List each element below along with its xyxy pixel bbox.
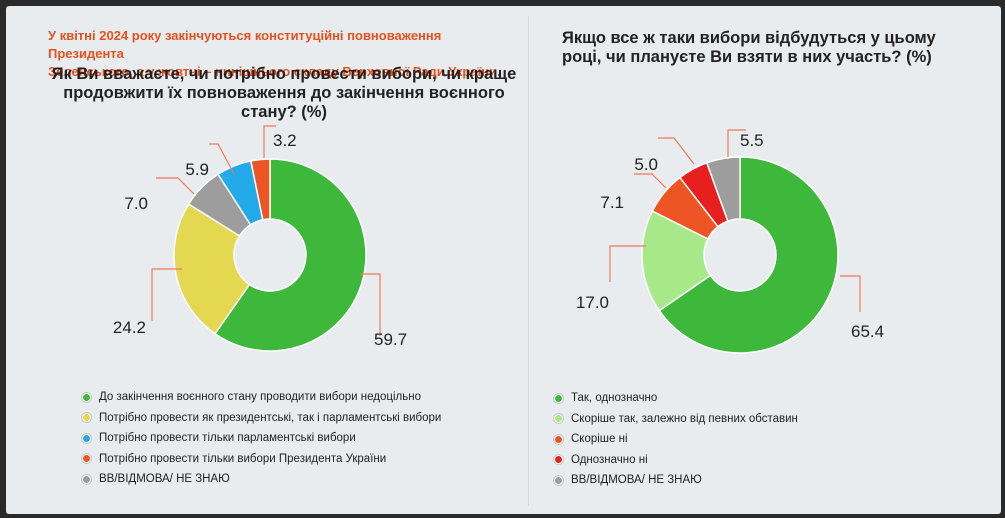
leader-line [840,275,861,312]
legend-label: Скоріше так, залежно від певних обставин [571,412,798,425]
legend-item: Так, однозначно [554,388,994,409]
panel-divider [528,16,529,506]
donut-slice [173,203,251,335]
right-legend: Так, однозначно Скоріше так, залежно від… [554,388,994,491]
legend-item: Потрібно провести тільки парламентські в… [82,428,522,449]
right-donut-chart: 65.4 17.0 7.1 5.0 5.5 [576,129,884,354]
data-label: 17.0 [576,293,609,312]
legend-swatch [82,433,91,443]
data-label: 5.9 [185,160,209,179]
slide: У квітні 2024 року закінчуються конститу… [6,6,1001,514]
legend-item: ВВ/ВІДМОВА/ НЕ ЗНАЮ [554,470,994,491]
data-label: 5.0 [634,155,658,174]
notice-line-2: Зеленського, а у жовтні – нинішнього скл… [48,64,501,79]
legend-label: Так, однозначно [571,392,658,405]
right-question-line-1: Якщо все ж таки вибори відбудуться у цьо… [562,29,936,47]
donut-slice [249,158,271,221]
data-label: 7.1 [600,193,624,212]
left-question-line-2: продовжити їх повноваження до закінчення… [63,84,505,102]
legend-item: Потрібно провести тільки вибори Президен… [82,449,522,470]
legend-swatch [554,393,563,403]
legend-label: Потрібно провести тільки парламентські в… [99,432,356,445]
donut-slice [214,158,367,352]
right-question: Якщо все ж таки вибори відбудуться у цьо… [562,29,992,67]
leader-line [727,129,746,157]
data-label: 65.4 [851,322,884,341]
leader-line [156,177,195,195]
legend-item: Скоріше ні [554,429,994,450]
legend-label: Потрібно провести тільки вибори Президен… [99,452,387,465]
leader-line [263,125,276,158]
left-legend: До закінчення воєнного стану проводити в… [82,387,522,490]
legend-label: Однозначно ні [571,453,648,466]
right-panel: Якщо все ж таки вибори відбудуться у цьо… [530,6,1001,514]
data-label: 59.7 [374,330,407,349]
legend-swatch [82,413,91,423]
leader-line [634,173,667,189]
legend-item: Однозначно ні [554,450,994,471]
legend-item: До закінчення воєнного стану проводити в… [82,387,522,408]
legend-item: Потрібно провести як президентські, так … [82,408,522,429]
right-question-line-2: році, чи плануєте Ви взяти в них участь?… [562,48,932,66]
left-question-line-1: Як Ви вважаєте, чи потрібно провести виб… [51,65,517,83]
legend-swatch [554,414,563,424]
legend-swatch [554,475,563,485]
donut-slice [705,156,741,223]
leader-line [209,143,235,175]
legend-swatch [82,454,91,464]
notice-text: У квітні 2024 року закінчуються конститу… [48,27,518,81]
notice-line-1: У квітні 2024 року закінчуються конститу… [48,28,442,61]
legend-swatch [82,392,91,402]
legend-swatch [554,455,563,465]
legend-item: ВВ/ВІДМОВА/ НЕ ЗНАЮ [82,469,522,490]
leader-line [658,137,695,165]
donut-slice [658,156,839,354]
donut-slice [641,210,712,312]
legend-label: Потрібно провести як президентські, так … [99,411,442,424]
left-panel: У квітні 2024 року закінчуються конститу… [6,6,526,514]
data-label: 7.0 [124,194,148,213]
legend-label: До закінчення воєнного стану проводити в… [99,391,421,404]
legend-label: Скоріше ні [571,433,628,446]
legend-item: Скоріше так, залежно від певних обставин [554,409,994,430]
left-question-line-3: стану? (%) [241,103,327,121]
data-label: 3.2 [273,131,297,150]
leader-line [609,245,646,282]
data-label: 24.2 [113,318,146,337]
data-label: 5.5 [740,131,764,150]
legend-label: ВВ/ВІДМОВА/ НЕ ЗНАЮ [571,474,702,487]
legend-swatch [82,474,91,484]
leader-line [151,268,182,321]
legend-label: ВВ/ВІДМОВА/ НЕ ЗНАЮ [99,473,230,486]
legend-swatch [554,434,563,444]
left-donut-chart: 59.7 24.2 7.0 5.9 3.2 [113,125,407,352]
leader-line [360,273,381,336]
left-question: Як Ви вважаєте, чи потрібно провести виб… [44,65,524,122]
